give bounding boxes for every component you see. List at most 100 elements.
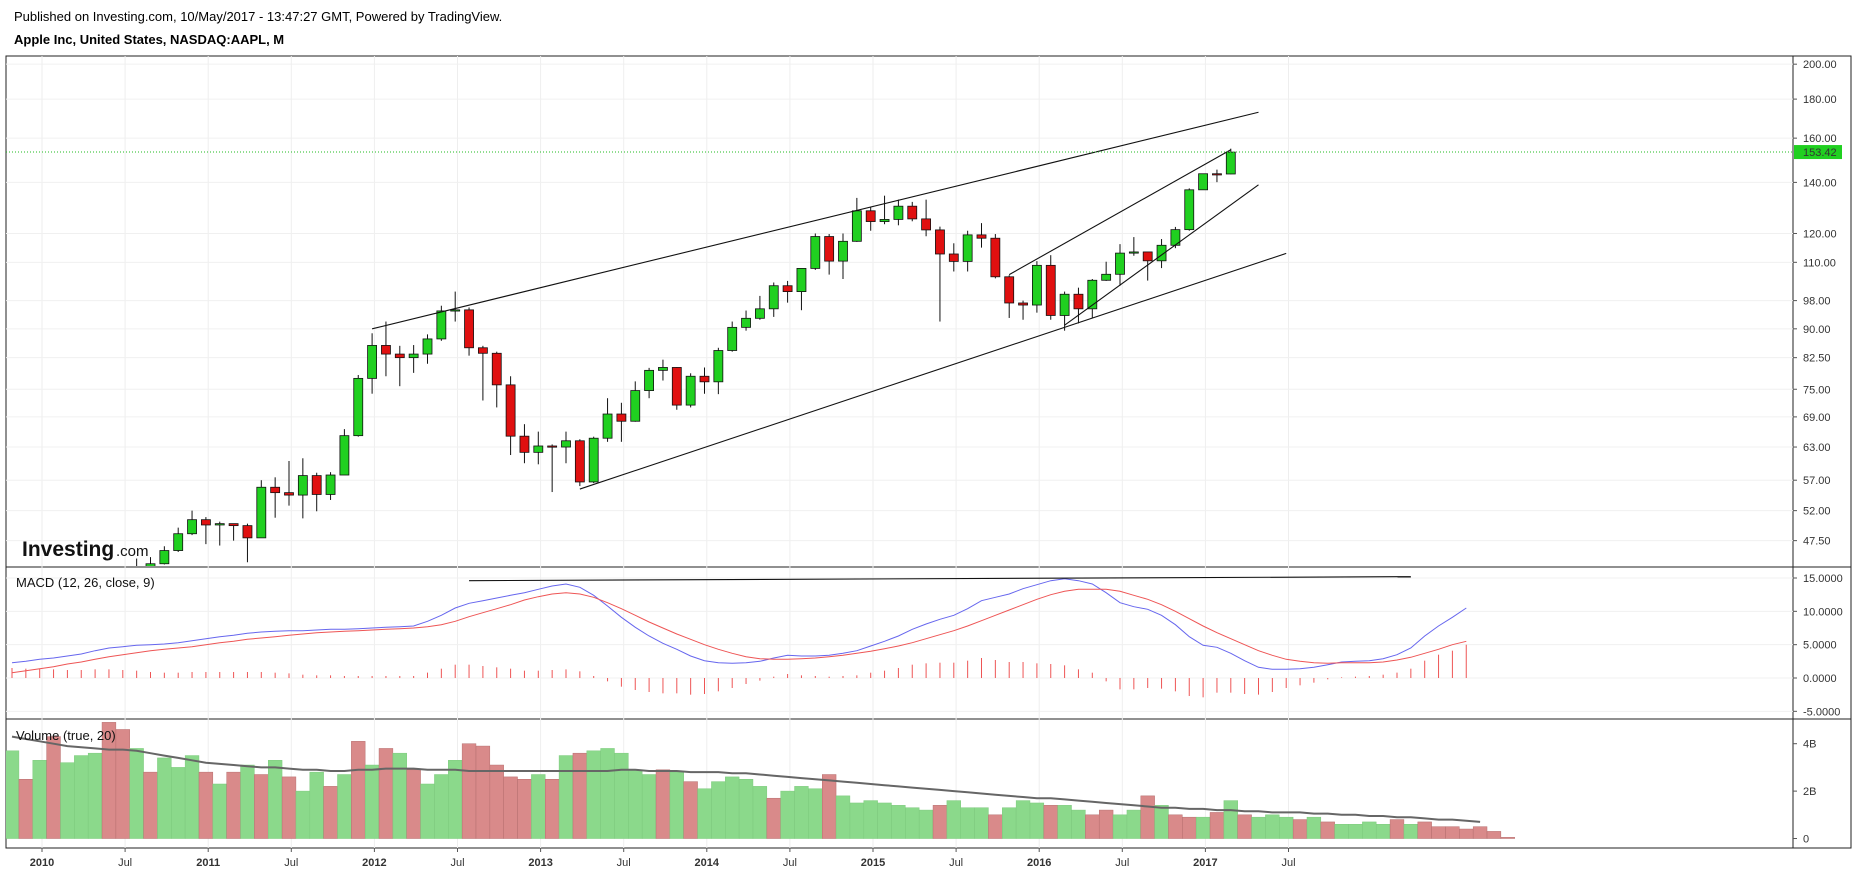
candle — [339, 429, 350, 476]
time-tick-label: Jul — [949, 857, 963, 869]
candle-body — [325, 474, 336, 495]
candle-body — [104, 625, 113, 644]
candle — [159, 546, 170, 565]
volume-bar — [448, 760, 463, 839]
volume-bar — [254, 774, 269, 839]
time-tick-label: 2011 — [196, 857, 220, 869]
volume-bar — [1043, 805, 1058, 839]
candle-body — [21, 702, 30, 710]
candle-body — [879, 219, 890, 222]
volume-bar — [1486, 831, 1502, 839]
candle-body — [1087, 279, 1098, 310]
volume-bar — [835, 795, 851, 839]
volume-bar — [794, 786, 809, 839]
candle — [1156, 239, 1167, 269]
volume-bar — [531, 774, 546, 839]
volume-bar — [628, 769, 643, 839]
volume-bar — [1057, 805, 1072, 839]
candle-body — [851, 210, 862, 242]
volume-bar — [918, 809, 934, 839]
trendline[interactable] — [1064, 184, 1259, 326]
trendline[interactable] — [1008, 149, 1232, 276]
volume-bar — [1265, 814, 1280, 839]
volume-bar — [905, 807, 920, 839]
volume-axis[interactable]: 4B 2B 0 — [1793, 739, 1816, 846]
candle — [893, 199, 904, 226]
volume-bar — [171, 767, 186, 839]
macd-tick-label: 15.0000 — [1803, 573, 1843, 585]
macd-pane[interactable] — [11, 576, 1467, 698]
candle — [879, 195, 890, 225]
candle-body — [118, 593, 127, 644]
candle-body — [1128, 251, 1139, 254]
volume-bar — [752, 786, 768, 839]
time-tick-label: Jul — [617, 857, 631, 869]
candle — [394, 345, 405, 387]
candle — [450, 291, 461, 322]
signal-line — [11, 588, 1467, 674]
grid-lines — [6, 56, 1793, 848]
macd-tick-label: 10.0000 — [1803, 606, 1843, 618]
candle — [1142, 251, 1153, 281]
volume-bar — [558, 755, 574, 839]
candle — [907, 201, 918, 222]
macd-tick-label: 0.0000 — [1803, 673, 1837, 685]
outer-frame — [5, 55, 1852, 849]
volume-bar — [1099, 809, 1114, 839]
candle-body — [962, 234, 973, 262]
volume-tick-label: 4B — [1803, 739, 1816, 751]
trendlines — [371, 111, 1287, 490]
candle-body — [270, 486, 281, 494]
price-tick-label: 75.00 — [1803, 384, 1831, 396]
volume-bar — [184, 755, 200, 839]
volume-bar — [1362, 821, 1377, 839]
volume-bar — [1472, 826, 1488, 839]
candle — [1059, 291, 1070, 331]
candle-body — [1225, 151, 1236, 175]
candle — [948, 243, 959, 272]
volume-pane[interactable] — [5, 722, 1515, 839]
volume-bar — [1500, 837, 1515, 839]
candle-body — [1212, 173, 1222, 176]
macd-axis[interactable]: 15.0000 10.0000 5.0000 0.0000 -5.0000 — [1793, 573, 1843, 718]
candle — [270, 477, 281, 518]
price-tick-label: 57.00 — [1803, 475, 1831, 487]
candle — [658, 359, 668, 381]
volume-bar — [1002, 807, 1017, 839]
candle — [284, 461, 294, 506]
candle-body — [948, 253, 959, 262]
candle-body — [547, 445, 558, 448]
candle — [200, 517, 211, 545]
candle — [755, 295, 765, 320]
volume-bar — [420, 783, 435, 839]
trendline[interactable] — [579, 252, 1287, 490]
macd-trendline[interactable] — [469, 576, 1411, 582]
candle — [1073, 287, 1084, 324]
volume-bar — [669, 771, 684, 839]
candle — [63, 610, 72, 716]
volume-bar — [1389, 819, 1405, 839]
candle — [1087, 279, 1098, 318]
volume-bar — [849, 802, 865, 839]
volume-bar — [87, 752, 103, 839]
volume-bar — [212, 783, 227, 839]
trendline[interactable] — [371, 111, 1259, 330]
candle — [796, 268, 807, 311]
price-pane[interactable] — [8, 111, 1287, 728]
time-axis[interactable]: 2010 Jul 2011 Jul 2012 Jul 2013 Jul 2014 Jul 2015 J… — [30, 848, 1296, 869]
candle-body — [477, 347, 488, 354]
volume-bar — [1209, 812, 1225, 839]
price-axis[interactable]: 200.00 180.00 160.00 140.00 120.00 110.00 98.0… — [1793, 59, 1837, 548]
candle — [713, 347, 724, 395]
price-tick-label: 98.00 — [1803, 296, 1831, 308]
candle-body — [450, 309, 461, 312]
volume-bar — [738, 779, 754, 839]
volume-bar — [115, 729, 130, 839]
candle — [118, 586, 127, 645]
volume-bar — [475, 745, 491, 839]
last-price-badge — [1794, 145, 1842, 160]
candle — [616, 402, 627, 442]
candle — [588, 436, 599, 484]
time-tick-label: 2017 — [1193, 857, 1217, 869]
